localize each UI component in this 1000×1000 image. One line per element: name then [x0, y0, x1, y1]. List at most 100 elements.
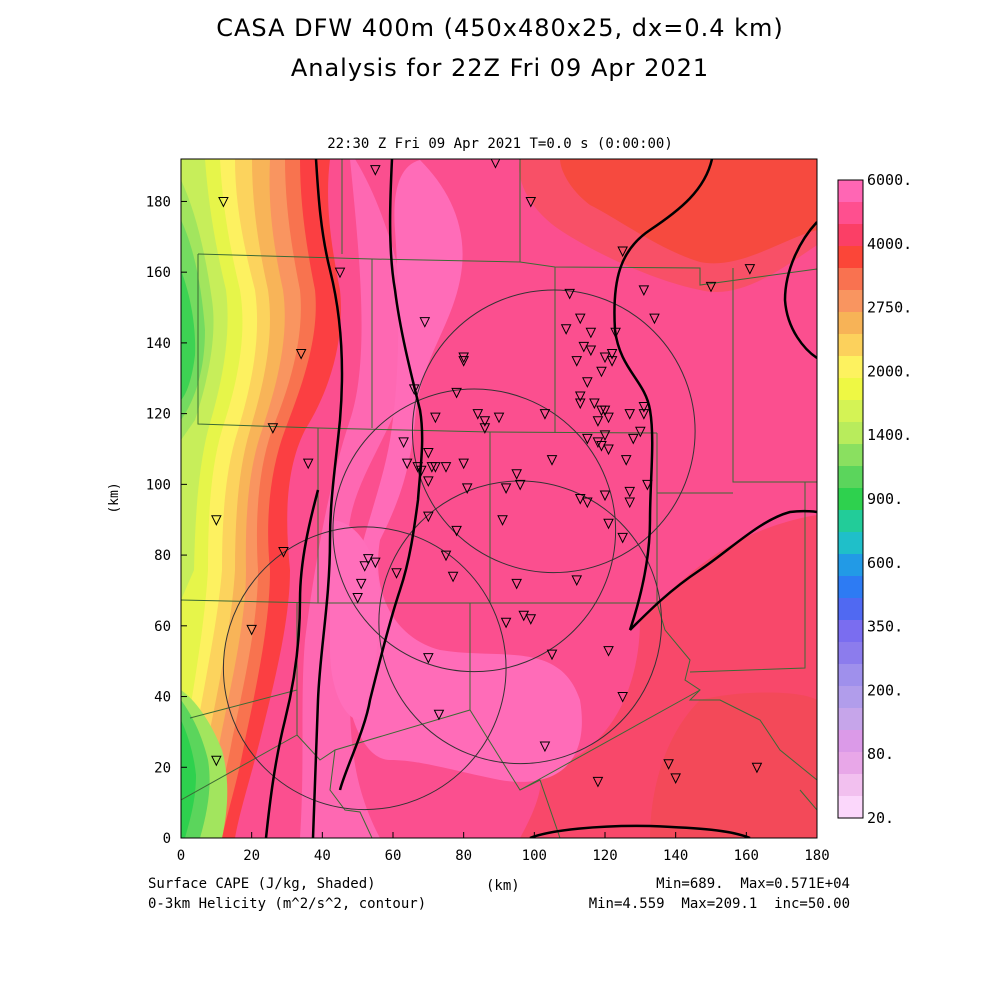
station-marker — [606, 349, 618, 360]
colorbar-swatch — [838, 730, 863, 753]
colorbar-label: 1400. — [867, 426, 912, 444]
station-marker — [218, 196, 229, 208]
station-marker — [451, 387, 462, 399]
colorbar-swatch — [838, 444, 863, 467]
station-marker — [419, 317, 431, 328]
station-marker — [649, 313, 660, 325]
station-marker — [617, 692, 628, 703]
station-marker — [638, 402, 650, 413]
colorbar-swatch — [838, 488, 863, 511]
colorbar-swatch — [838, 752, 863, 775]
station-marker — [430, 462, 441, 473]
colorbar-swatch — [838, 334, 863, 357]
station-marker — [589, 398, 600, 410]
station-marker — [627, 433, 639, 445]
colorbar-label: 6000. — [867, 171, 912, 189]
station-marker — [514, 479, 526, 491]
x-tick-label: 160 — [734, 848, 759, 864]
cape-colorbar — [837, 179, 864, 819]
station-marker — [398, 437, 409, 449]
y-tick-label: 100 — [146, 477, 171, 493]
y-tick-label: 80 — [154, 548, 171, 564]
station-marker — [211, 515, 222, 526]
station-marker — [585, 345, 597, 357]
station-marker — [408, 384, 420, 395]
station-marker — [571, 575, 583, 586]
colorbar-swatch — [838, 708, 863, 731]
station-marker — [500, 483, 512, 495]
station-marker — [603, 518, 614, 530]
colorbar-label: 900. — [867, 490, 903, 508]
station-marker — [352, 593, 363, 604]
station-marker — [642, 479, 653, 491]
station-marker — [564, 288, 575, 300]
colorbar-swatch — [838, 598, 863, 621]
colorbar-swatch — [838, 224, 863, 247]
colorbar-label: 20. — [867, 809, 894, 827]
station-marker — [560, 324, 572, 335]
station-marker — [211, 755, 222, 767]
station-marker — [362, 554, 374, 565]
colorbar-swatch — [838, 202, 863, 225]
colorbar-swatch — [838, 532, 863, 555]
county-boundaries — [181, 159, 817, 838]
colorbar-label: 2750. — [867, 299, 912, 317]
station-marker — [433, 709, 445, 721]
station-marker — [355, 578, 367, 590]
station-marker — [447, 571, 459, 583]
station-marker — [370, 165, 381, 176]
station-marker — [663, 759, 674, 770]
station-marker — [606, 356, 618, 367]
station-marker — [479, 423, 491, 434]
plot-frame — [180, 158, 818, 839]
station-marker — [479, 416, 491, 427]
colorbar-swatch — [838, 642, 863, 665]
station-marker — [670, 773, 681, 784]
x-tick-label: 180 — [804, 848, 829, 864]
colorbar-swatch — [838, 796, 863, 819]
colorbar-swatch — [838, 466, 863, 489]
station-marker — [603, 646, 614, 657]
station-marker — [246, 624, 257, 636]
colorbar-label: 600. — [867, 554, 903, 572]
station-marker — [599, 430, 611, 441]
y-tick-label: 140 — [146, 336, 171, 352]
colorbar-swatch — [838, 774, 863, 797]
station-marker — [370, 557, 381, 569]
station-marker — [592, 776, 604, 788]
radar-range-circles — [222, 289, 696, 811]
x-tick-label: 0 — [177, 848, 185, 864]
station-marker — [497, 515, 508, 526]
station-marker — [518, 610, 530, 622]
station-marker — [596, 366, 607, 378]
y-tick-label: 20 — [154, 760, 171, 776]
station-marker — [571, 356, 583, 367]
station-marker — [599, 405, 611, 417]
x-tick-label: 100 — [522, 848, 547, 864]
station-marker — [617, 246, 628, 258]
station-marker — [278, 547, 289, 558]
colorbar-swatch — [838, 378, 863, 401]
colorbar-swatch — [838, 422, 863, 445]
station-marker — [511, 469, 522, 480]
colorbar-label: 2000. — [867, 362, 912, 380]
station-marker — [525, 196, 537, 208]
station-marker — [423, 511, 434, 523]
x-tick-label: 140 — [663, 848, 688, 864]
station-marker — [525, 614, 537, 625]
station-marker — [295, 349, 307, 360]
station-marker — [638, 285, 650, 296]
station-marker — [744, 264, 756, 275]
station-marker — [617, 532, 628, 544]
station-marker — [546, 649, 558, 661]
station-marker — [620, 455, 632, 466]
station-marker — [624, 486, 636, 498]
station-marker — [440, 550, 452, 562]
station-marker — [582, 377, 593, 388]
valid-time-subtitle: 22:30 Z Fri 09 Apr 2021 T=0.0 s (0:00:00… — [327, 136, 673, 152]
y-axis: 0 20 40 60 80 100 120 140 160 180 — [146, 194, 187, 847]
station-marker — [539, 409, 551, 420]
cape-shading — [181, 159, 817, 838]
helicity-contours — [264, 159, 817, 838]
